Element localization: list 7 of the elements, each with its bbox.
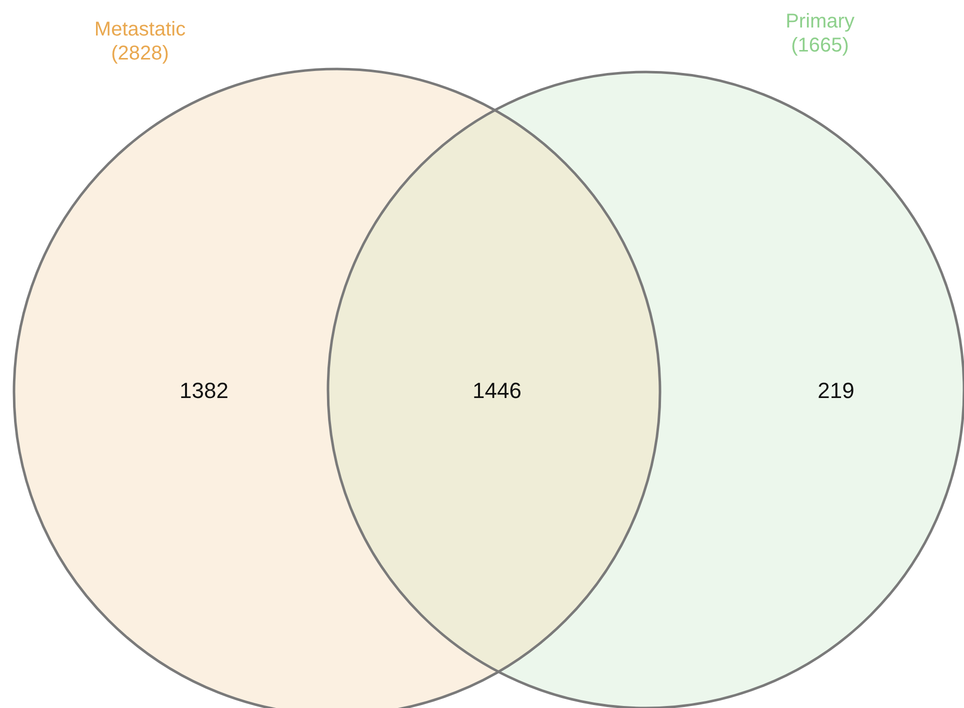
text: (1665)	[791, 34, 849, 57]
data-label: 1446	[472, 378, 522, 404]
text: Primary	[786, 10, 854, 33]
data-label: 219	[818, 378, 854, 404]
text: Metastatic	[94, 18, 186, 41]
text: (2828)	[111, 42, 169, 65]
data-label: 1382	[180, 378, 228, 404]
